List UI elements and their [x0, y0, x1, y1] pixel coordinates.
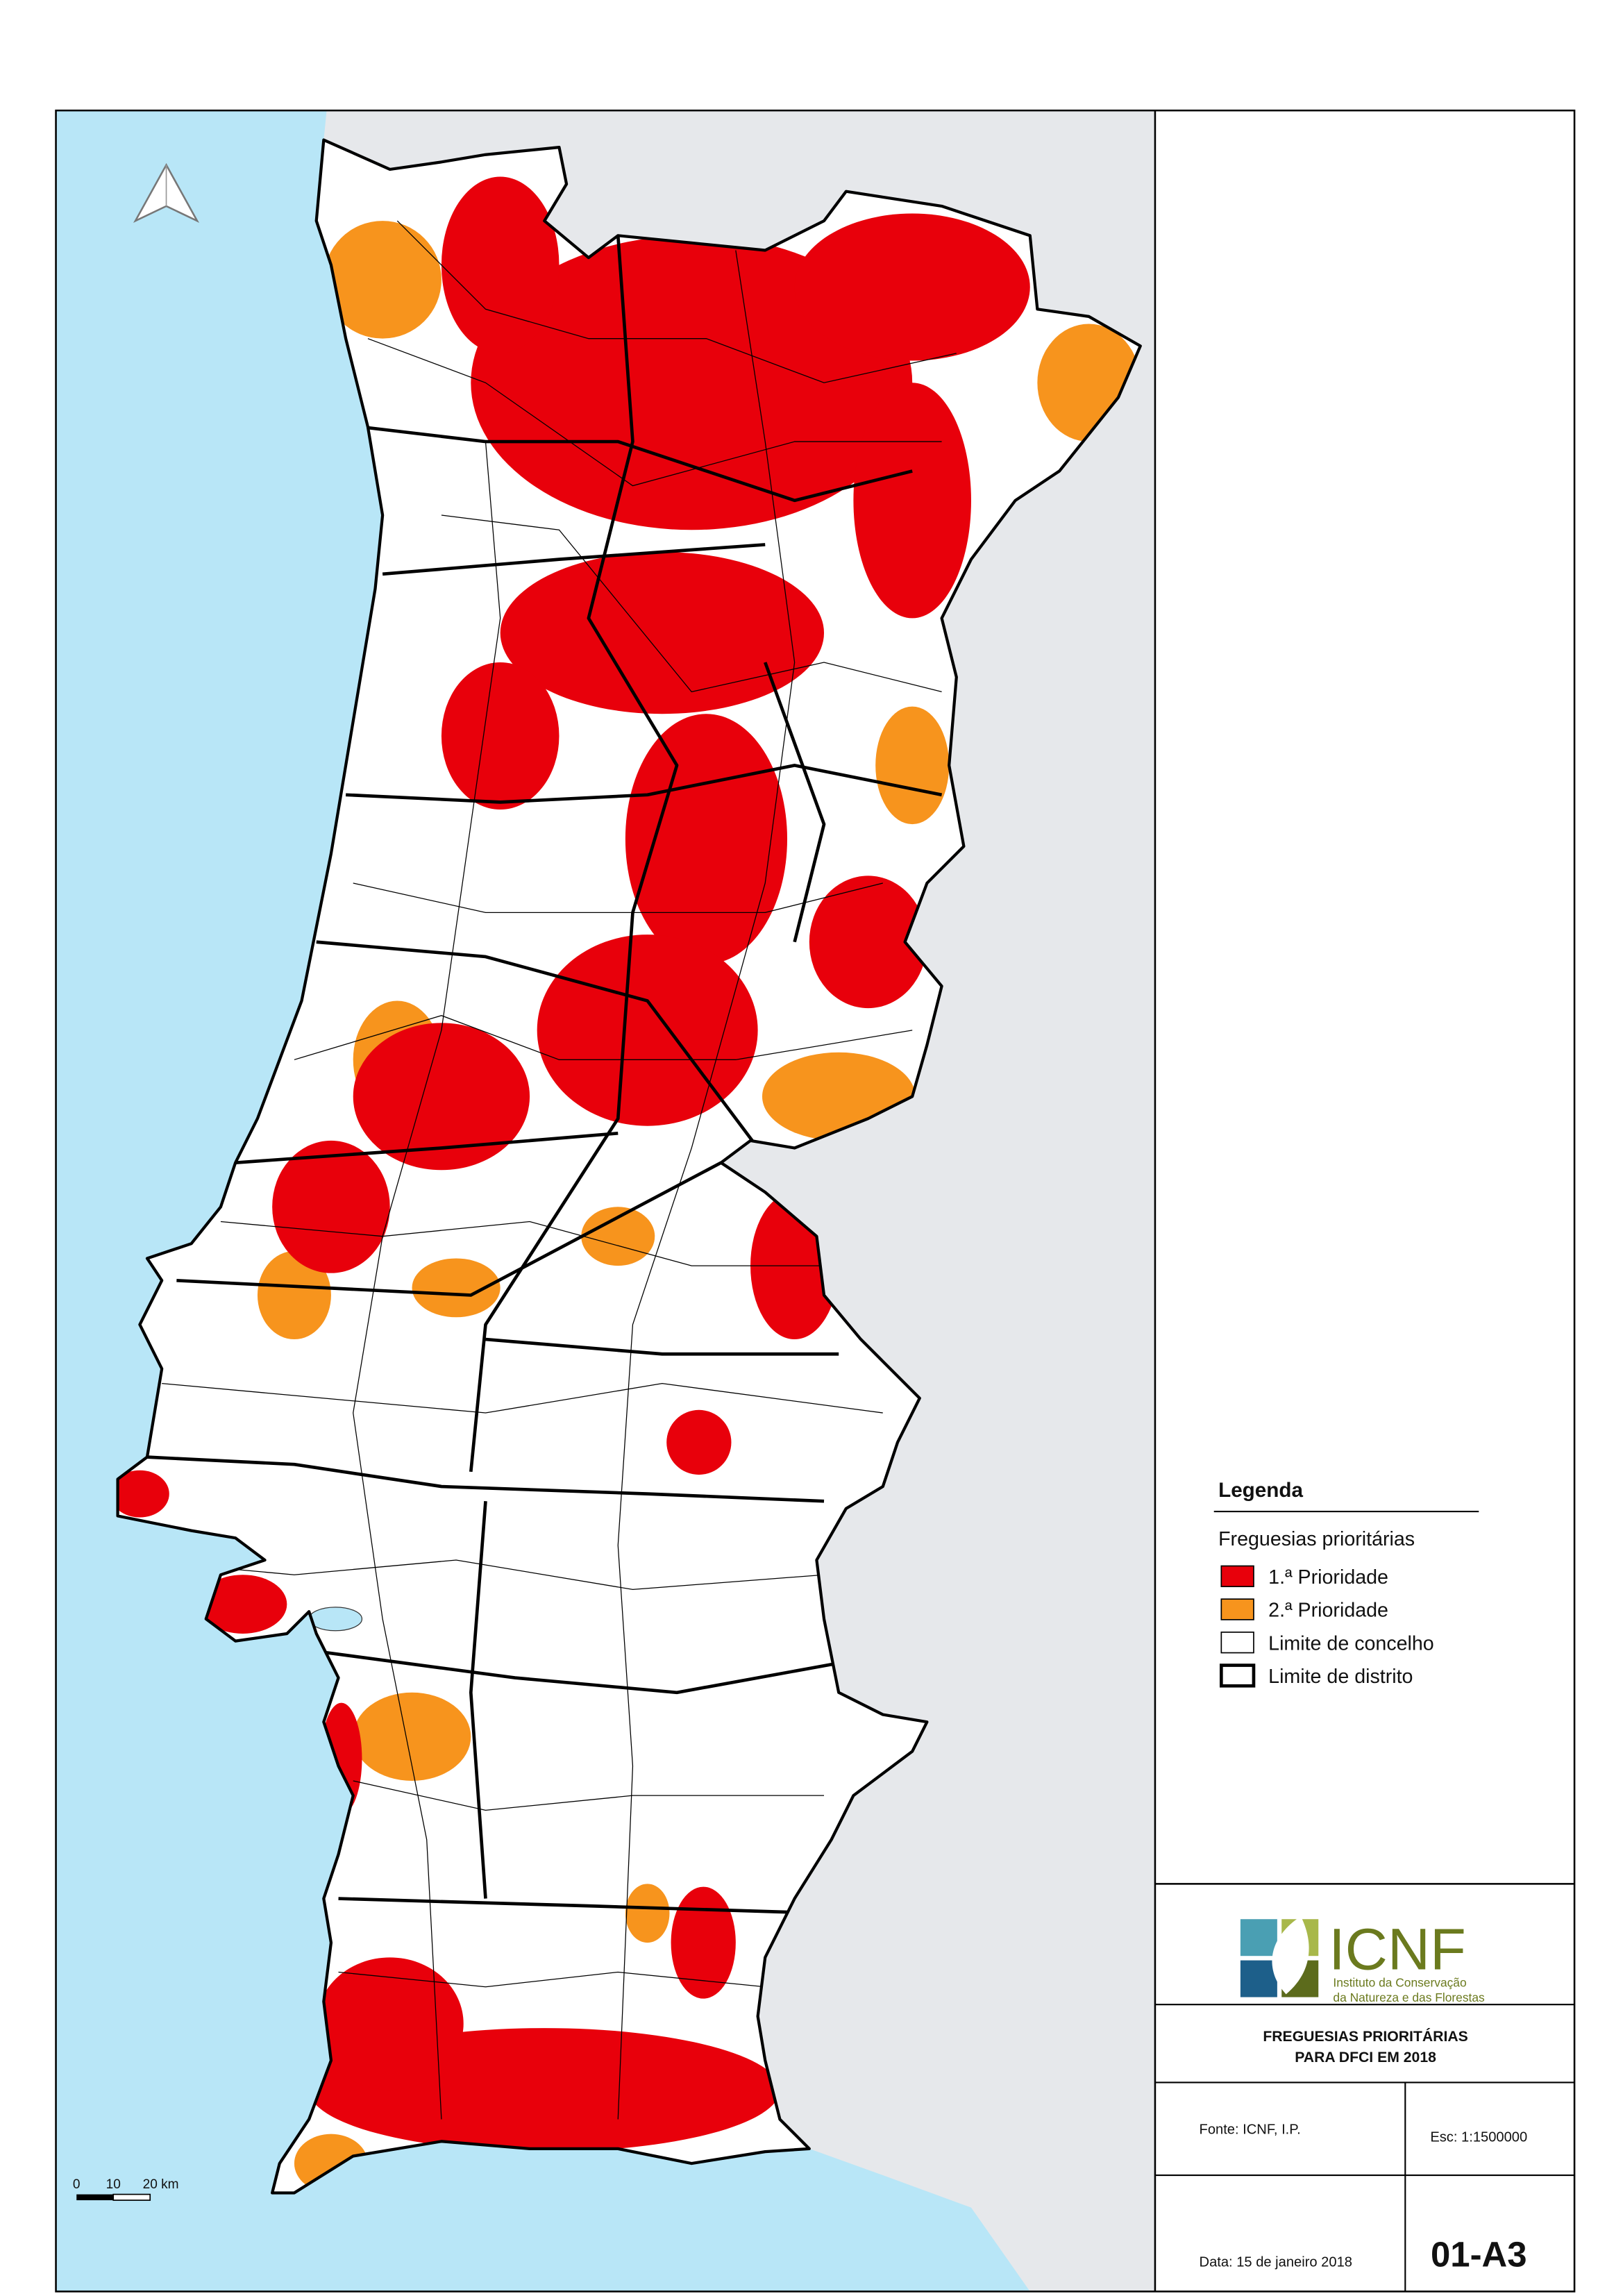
- council-line: [220, 1221, 825, 1266]
- logo-leaf: [1272, 1916, 1309, 1995]
- legend-label: Limite de distrito: [1268, 1666, 1413, 1688]
- source: Fonte: ICNF, I.P.: [1200, 2122, 1301, 2138]
- council-line: [396, 220, 957, 383]
- logo-tile: [1240, 1919, 1277, 1956]
- legend-label: Limite de concelho: [1268, 1632, 1434, 1654]
- council-line: [132, 1559, 825, 1591]
- council-line: [353, 442, 501, 2120]
- legend-subtitle: Freguesias prioritárias: [1218, 1528, 1415, 1550]
- district-line: [346, 764, 943, 804]
- scale-label: 0: [73, 2177, 81, 2192]
- area: [353, 1692, 471, 1781]
- area: [316, 1957, 464, 2090]
- council-line: [162, 1383, 883, 1414]
- council-line: [294, 1015, 913, 1060]
- council-line: [338, 1971, 766, 1988]
- district-line: [235, 1131, 619, 1165]
- area: [441, 662, 560, 810]
- council-line: [441, 514, 942, 693]
- district-line: [382, 543, 766, 576]
- legend-swatch: [1220, 1565, 1254, 1588]
- sheet-number: 01-A3: [1431, 2234, 1527, 2274]
- scale-label: 10: [106, 2177, 121, 2192]
- scale-label: 20 km: [143, 2177, 179, 2192]
- legend-swatch: [1220, 1632, 1254, 1654]
- area: [625, 714, 788, 964]
- logo-name: da Natureza e das Florestas: [1333, 1991, 1485, 2004]
- map-title: PARA DFCI EM 2018: [1295, 2050, 1436, 2065]
- district-line: [176, 1161, 722, 1297]
- area: [537, 935, 758, 1126]
- country-border: [116, 138, 1142, 2195]
- date: Data: 15 de janeiro 2018: [1200, 2254, 1352, 2270]
- legend-swatch: [1219, 1664, 1256, 1688]
- area: [117, 1470, 169, 1518]
- area: [353, 1023, 530, 1171]
- legend-label: 2.ª Prioridade: [1268, 1600, 1388, 1622]
- area: [666, 1409, 732, 1475]
- district-line: [469, 1501, 487, 1899]
- legend-label: 1.ª Prioridade: [1268, 1566, 1388, 1589]
- council-limits: [132, 220, 957, 2120]
- district-line: [360, 425, 913, 503]
- area: [671, 1886, 736, 1999]
- district-line: [764, 662, 826, 943]
- tagus-estuary: [308, 1607, 363, 1632]
- map-title: FREGUESIAS PRIORITÁRIAS: [1263, 2027, 1468, 2045]
- district-line: [485, 1337, 839, 1356]
- scale-ratio: Esc: 1:1500000: [1430, 2129, 1527, 2145]
- district-line: [469, 235, 679, 1473]
- area: [323, 221, 442, 339]
- district-line: [294, 1646, 839, 1695]
- priority-areas: [117, 176, 1141, 2193]
- logo-acronym: ICNF: [1329, 1916, 1466, 1981]
- area: [809, 875, 927, 1009]
- legend-swatch: [1220, 1598, 1254, 1620]
- logo-name: Instituto da Conservação: [1333, 1976, 1466, 1990]
- frame: [55, 109, 1576, 2293]
- council-line: [353, 1780, 825, 1811]
- legend: Legenda Freguesias prioritárias 1.ª Prio…: [1213, 1479, 1479, 1688]
- area: [272, 1140, 390, 1273]
- area: [794, 213, 1030, 361]
- logo-tile: [1240, 1960, 1277, 1997]
- scale-bar-segment: [112, 2193, 151, 2201]
- area: [875, 706, 950, 825]
- area: [441, 176, 560, 353]
- scale-bar-segment: [76, 2194, 114, 2201]
- sea: [56, 110, 1030, 2292]
- district-limits: [146, 235, 943, 1916]
- council-line: [367, 338, 942, 487]
- area: [199, 1575, 287, 1634]
- logo: ICNF Instituto da Conservação da Naturez…: [1240, 1916, 1485, 2004]
- legend-title: Legenda: [1218, 1479, 1303, 1502]
- area: [625, 1884, 670, 1943]
- area: [412, 1258, 501, 1318]
- area: [257, 1250, 331, 1340]
- district-line: [338, 1897, 825, 1916]
- council-line: [617, 250, 796, 2120]
- district-line: [146, 1455, 825, 1503]
- area: [500, 552, 825, 714]
- district-line: [316, 940, 782, 1179]
- area: [853, 383, 971, 619]
